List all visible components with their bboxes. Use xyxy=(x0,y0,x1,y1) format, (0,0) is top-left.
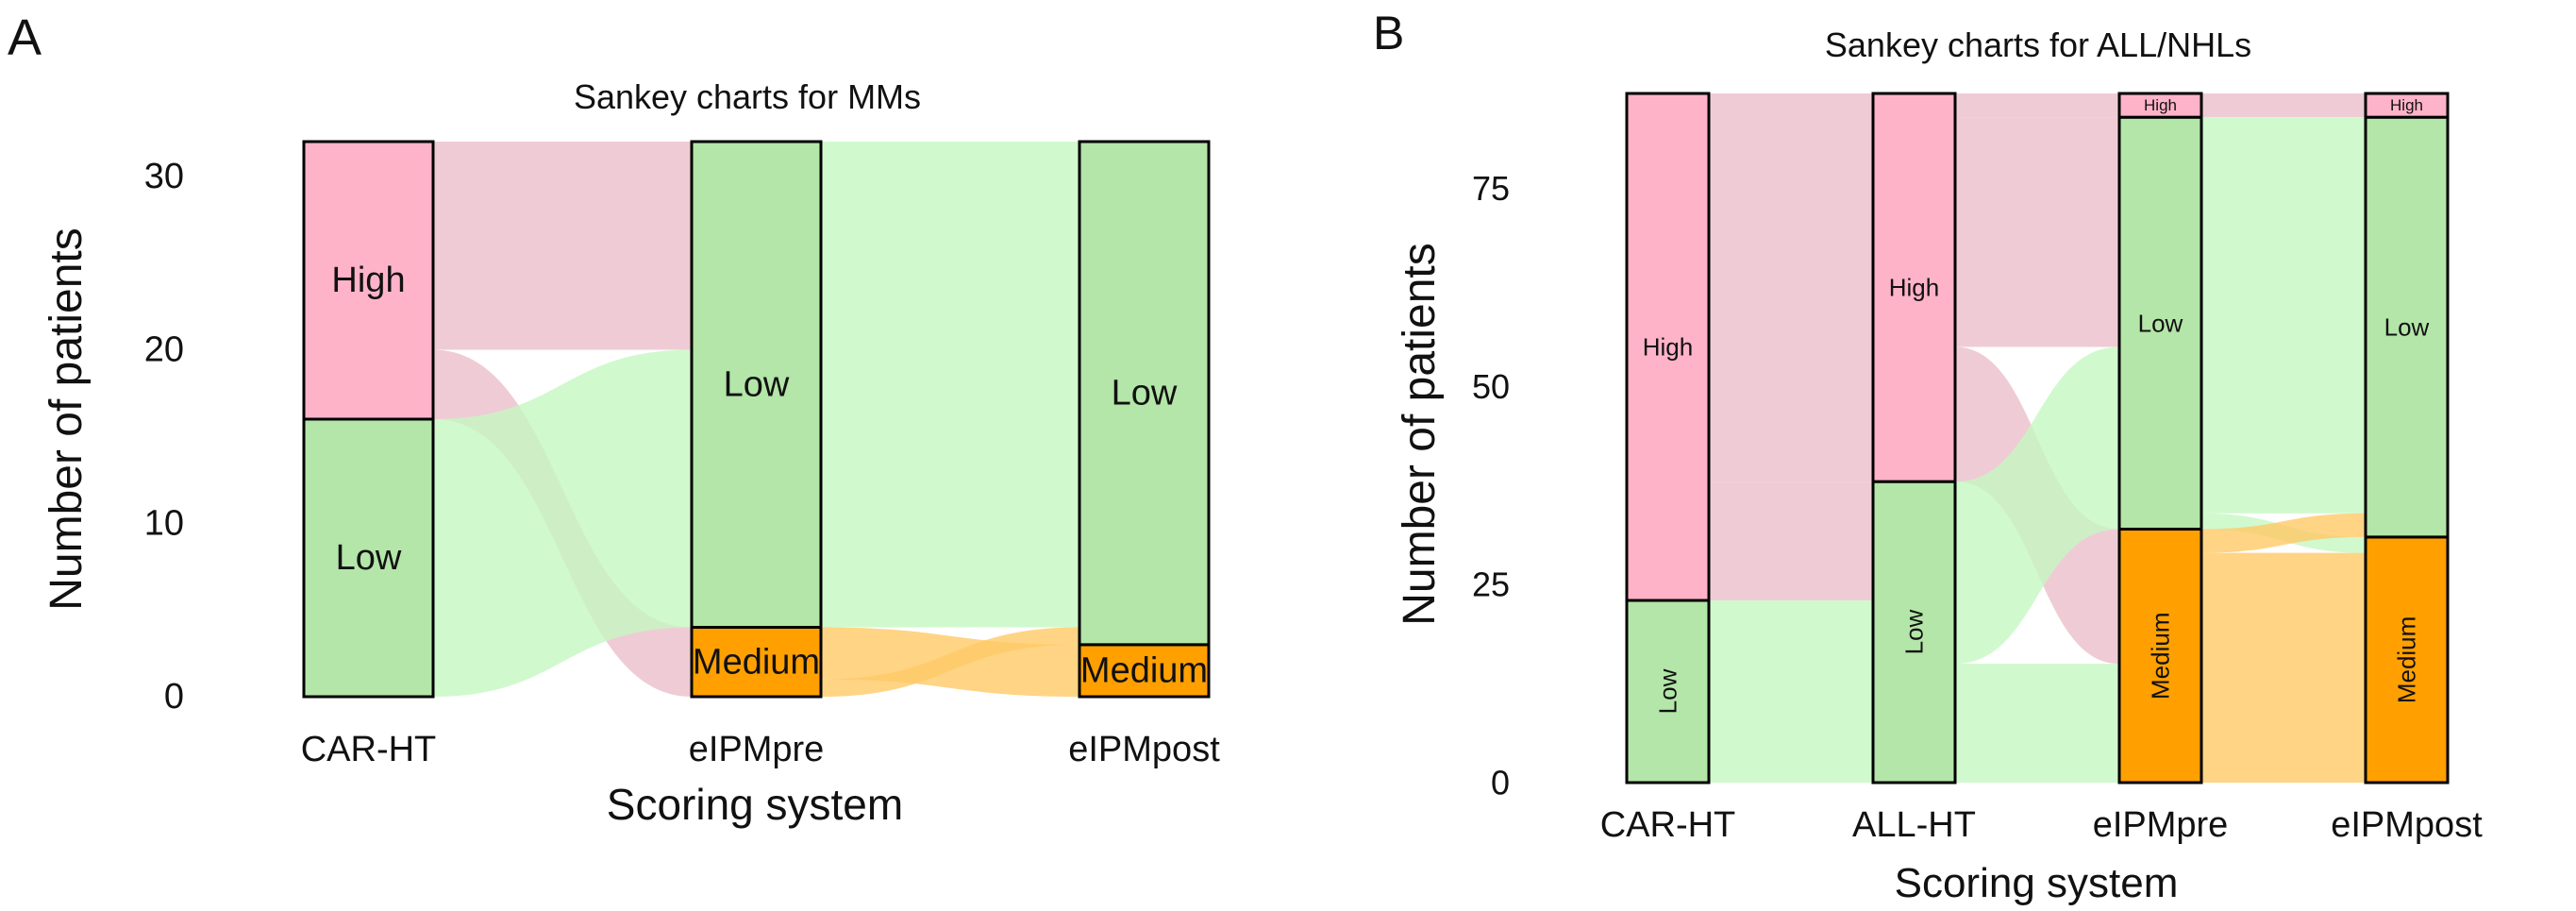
x-axis-label-b: Scoring system xyxy=(1895,860,2179,906)
stage-eipmpost: Medium Low xyxy=(1078,140,1211,699)
flow-low-to-low xyxy=(433,349,692,697)
stage-all-ht: Low High xyxy=(1871,92,1957,784)
stage-car-ht: Low High xyxy=(302,140,435,699)
node-label: Medium xyxy=(2393,616,2421,703)
node-low xyxy=(690,140,823,629)
node-medium xyxy=(1078,643,1211,699)
stage-eipmpost: Medium Low High xyxy=(2364,92,2450,784)
node-label: Low xyxy=(336,538,402,578)
node-medium xyxy=(2117,527,2203,784)
flow-high-to-low xyxy=(1955,117,2119,347)
y-tick-label: 25 xyxy=(1472,565,1510,604)
x-tick-label: eIPMpre xyxy=(2093,805,2229,845)
y-axis-label-a: Number of patients xyxy=(42,228,92,611)
node-high xyxy=(2364,92,2450,119)
flow-medium-to-low xyxy=(821,627,1079,697)
flow-high-to-high xyxy=(2201,93,2366,118)
node-label: High xyxy=(1643,333,1693,362)
plot-area-b: Low High CAR-HT Low High ALL-HT Medium Low High e… xyxy=(1472,92,2483,845)
flow-low-to-medium xyxy=(1955,664,2119,783)
y-tick-label: 75 xyxy=(1472,169,1510,208)
node-label: High xyxy=(331,261,405,300)
node-label: Low xyxy=(1654,668,1682,714)
node-high xyxy=(1625,92,1711,602)
node-high xyxy=(2117,92,2203,119)
flow-low-to-low xyxy=(821,142,1079,628)
flow-low-to-low xyxy=(1709,600,1873,783)
node-high xyxy=(1871,92,1957,483)
stage-car-ht: Low High xyxy=(1625,92,1711,784)
node-label: Medium xyxy=(1080,650,1208,690)
node-label: Medium xyxy=(693,642,820,682)
x-axis-label-a: Scoring system xyxy=(607,780,903,829)
stage-eipmpre: Medium Low High xyxy=(2117,92,2203,784)
flow-high-to-low xyxy=(1709,481,1873,601)
node-high xyxy=(302,140,435,421)
x-tick-label: CAR-HT xyxy=(1600,805,1736,845)
flow-high-to-high xyxy=(1955,93,2119,118)
y-tick-label: 0 xyxy=(164,677,184,717)
node-low xyxy=(2364,115,2450,539)
node-label: Low xyxy=(1112,373,1178,413)
x-tick-label: eIPMpost xyxy=(1068,730,1220,769)
flows xyxy=(433,142,1079,697)
node-low xyxy=(1625,599,1711,784)
chart-title-b: Sankey charts for ALL/NHLs xyxy=(1825,25,2251,64)
node-label: Low xyxy=(2138,309,2183,337)
flow-medium-to-low xyxy=(2201,513,2366,553)
node-label: High xyxy=(1889,274,1939,302)
node-label: Medium xyxy=(2147,613,2175,700)
panel-b: B Sankey charts for ALL/NHLs Number of p… xyxy=(1373,7,2483,906)
flow-low-to-low xyxy=(2201,117,2366,514)
panel-letter-a: A xyxy=(8,9,42,66)
node-low xyxy=(1078,140,1211,647)
node-label: High xyxy=(2390,96,2423,114)
y-tick-label: 0 xyxy=(1491,764,1510,802)
node-label: Low xyxy=(1900,610,1929,655)
panel-a: A Sankey charts for MMs Number of patien… xyxy=(8,9,1220,829)
x-tick-label: eIPMpost xyxy=(2331,805,2483,845)
x-tick-label: eIPMpre xyxy=(689,730,825,769)
y-tick-label: 10 xyxy=(144,503,184,543)
stage-eipmpre: Medium Low xyxy=(690,140,823,699)
flow-high-to-low xyxy=(433,142,692,350)
flow-low-to-low xyxy=(1955,346,2119,665)
y-tick-label: 30 xyxy=(144,157,184,196)
node-label: Low xyxy=(2384,313,2430,342)
x-tick-label: ALL-HT xyxy=(1852,805,1976,845)
flow-medium-to-medium xyxy=(2201,552,2366,783)
chart-title-a: Sankey charts for MMs xyxy=(574,77,921,116)
flows xyxy=(1709,93,2366,783)
node-medium xyxy=(690,626,823,699)
node-medium xyxy=(2364,535,2450,784)
plot-area-a: Low High CAR-HT Medium Low eIPMpre Medium Low eI… xyxy=(144,140,1220,769)
y-axis-label-b: Number of patients xyxy=(1395,243,1445,626)
y-tick-label: 50 xyxy=(1472,367,1510,406)
panel-letter-b: B xyxy=(1373,7,1404,59)
node-label: High xyxy=(2144,96,2177,114)
flow-high-to-high xyxy=(1709,93,1873,482)
y-tick-label: 20 xyxy=(144,330,184,370)
node-label: Low xyxy=(724,364,790,404)
x-tick-label: CAR-HT xyxy=(301,730,437,769)
node-low xyxy=(1871,480,1957,784)
